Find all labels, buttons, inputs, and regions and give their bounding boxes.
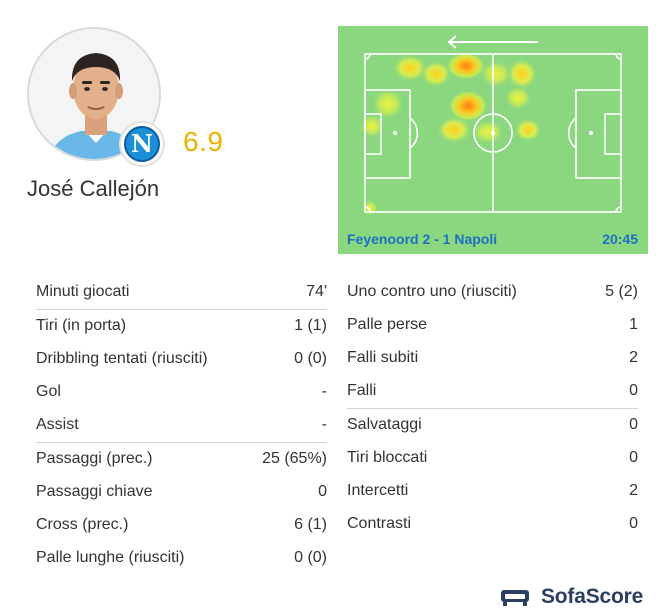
stat-label: Palle lunghe (riusciti) [36, 549, 185, 566]
brand-name: SofaScore [541, 585, 644, 608]
stat-row: Passaggi (prec.) 25 (65%) [36, 443, 327, 476]
stat-value: 0 (0) [294, 350, 327, 367]
divider [36, 442, 327, 443]
sofascore-brand[interactable]: SofaScore [501, 584, 651, 610]
stat-label: Palle perse [347, 316, 428, 333]
stat-row: Cross (prec.) 6 (1) [36, 509, 327, 542]
heatmap-panel: Feyenoord 2 - 1 Napoli 20:45 [338, 26, 648, 254]
stat-label: Passaggi chiave [36, 483, 153, 500]
stat-row: Falli subiti 2 [347, 342, 638, 375]
stat-row: Dribbling tentati (riusciti) 0 (0) [36, 343, 327, 376]
arrow-left-icon [447, 35, 538, 49]
heatmap-pitch [360, 35, 622, 216]
player-avatar-container: N [27, 27, 165, 167]
stat-row: Salvataggi 0 [347, 409, 638, 442]
player-rating: 6.9 [183, 126, 224, 157]
stat-label: Falli subiti [347, 349, 419, 366]
stat-label: Assist [36, 416, 79, 433]
club-badge[interactable]: N [119, 121, 165, 167]
club-badge-letter: N [124, 126, 160, 162]
stat-row: Intercetti 2 [347, 475, 638, 508]
stat-label: Uno contro uno (riusciti) [347, 283, 517, 300]
stat-label: Passaggi (prec.) [36, 450, 153, 467]
stat-row: Contrasti 0 [347, 508, 638, 541]
stat-value: - [321, 383, 327, 400]
stat-value: 6 (1) [294, 516, 327, 533]
stat-row: Tiri bloccati 0 [347, 442, 638, 475]
stat-value: 5 (2) [605, 283, 638, 300]
stat-label: Contrasti [347, 515, 412, 532]
stat-value: - [321, 416, 327, 433]
stat-value: 0 [629, 449, 638, 466]
stat-value: 74' [306, 283, 327, 300]
stat-row: Minuti giocati 74' [36, 276, 327, 309]
stat-label: Dribbling tentati (riusciti) [36, 350, 208, 367]
stats-column-left: Minuti giocati 74' Tiri (in porta) 1 (1)… [36, 276, 327, 575]
stat-value: 0 (0) [294, 549, 327, 566]
sofascore-logo-icon [501, 590, 529, 606]
divider [36, 309, 327, 310]
stat-label: Falli [347, 382, 377, 399]
stat-row: Gol - [36, 376, 327, 409]
divider [347, 408, 638, 409]
stat-row: Palle perse 1 [347, 309, 638, 342]
stat-row: Assist - [36, 409, 327, 442]
stat-label: Minuti giocati [36, 283, 130, 300]
stat-row: Palle lunghe (riusciti) 0 (0) [36, 542, 327, 575]
stat-value: 2 [629, 349, 638, 366]
stat-label: Intercetti [347, 482, 409, 499]
heat-spots [360, 52, 542, 216]
player-name[interactable]: José Callejón [27, 176, 160, 201]
match-label[interactable]: Feyenoord 2 - 1 Napoli [347, 231, 498, 247]
stat-row: Passaggi chiave 0 [36, 476, 327, 509]
stat-value: 2 [629, 482, 638, 499]
stat-value: 0 [629, 515, 638, 532]
stat-label: Gol [36, 383, 61, 400]
stat-value: 0 [629, 382, 638, 399]
stat-label: Salvataggi [347, 416, 422, 433]
stat-value: 1 (1) [294, 317, 327, 334]
stat-row: Falli 0 [347, 375, 638, 408]
stat-row: Tiri (in porta) 1 (1) [36, 310, 327, 343]
stat-value: 1 [629, 316, 638, 333]
stats-column-right: Uno contro uno (riusciti) 5 (2) Palle pe… [347, 276, 638, 541]
stat-label: Cross (prec.) [36, 516, 129, 533]
stat-value: 25 (65%) [262, 450, 327, 467]
stat-label: Tiri bloccati [347, 449, 428, 466]
stat-row: Uno contro uno (riusciti) 5 (2) [347, 276, 638, 309]
match-time: 20:45 [602, 231, 638, 247]
pitch-spots [393, 131, 593, 135]
stat-label: Tiri (in porta) [36, 317, 127, 334]
stat-value: 0 [629, 416, 638, 433]
stat-value: 0 [318, 483, 327, 500]
